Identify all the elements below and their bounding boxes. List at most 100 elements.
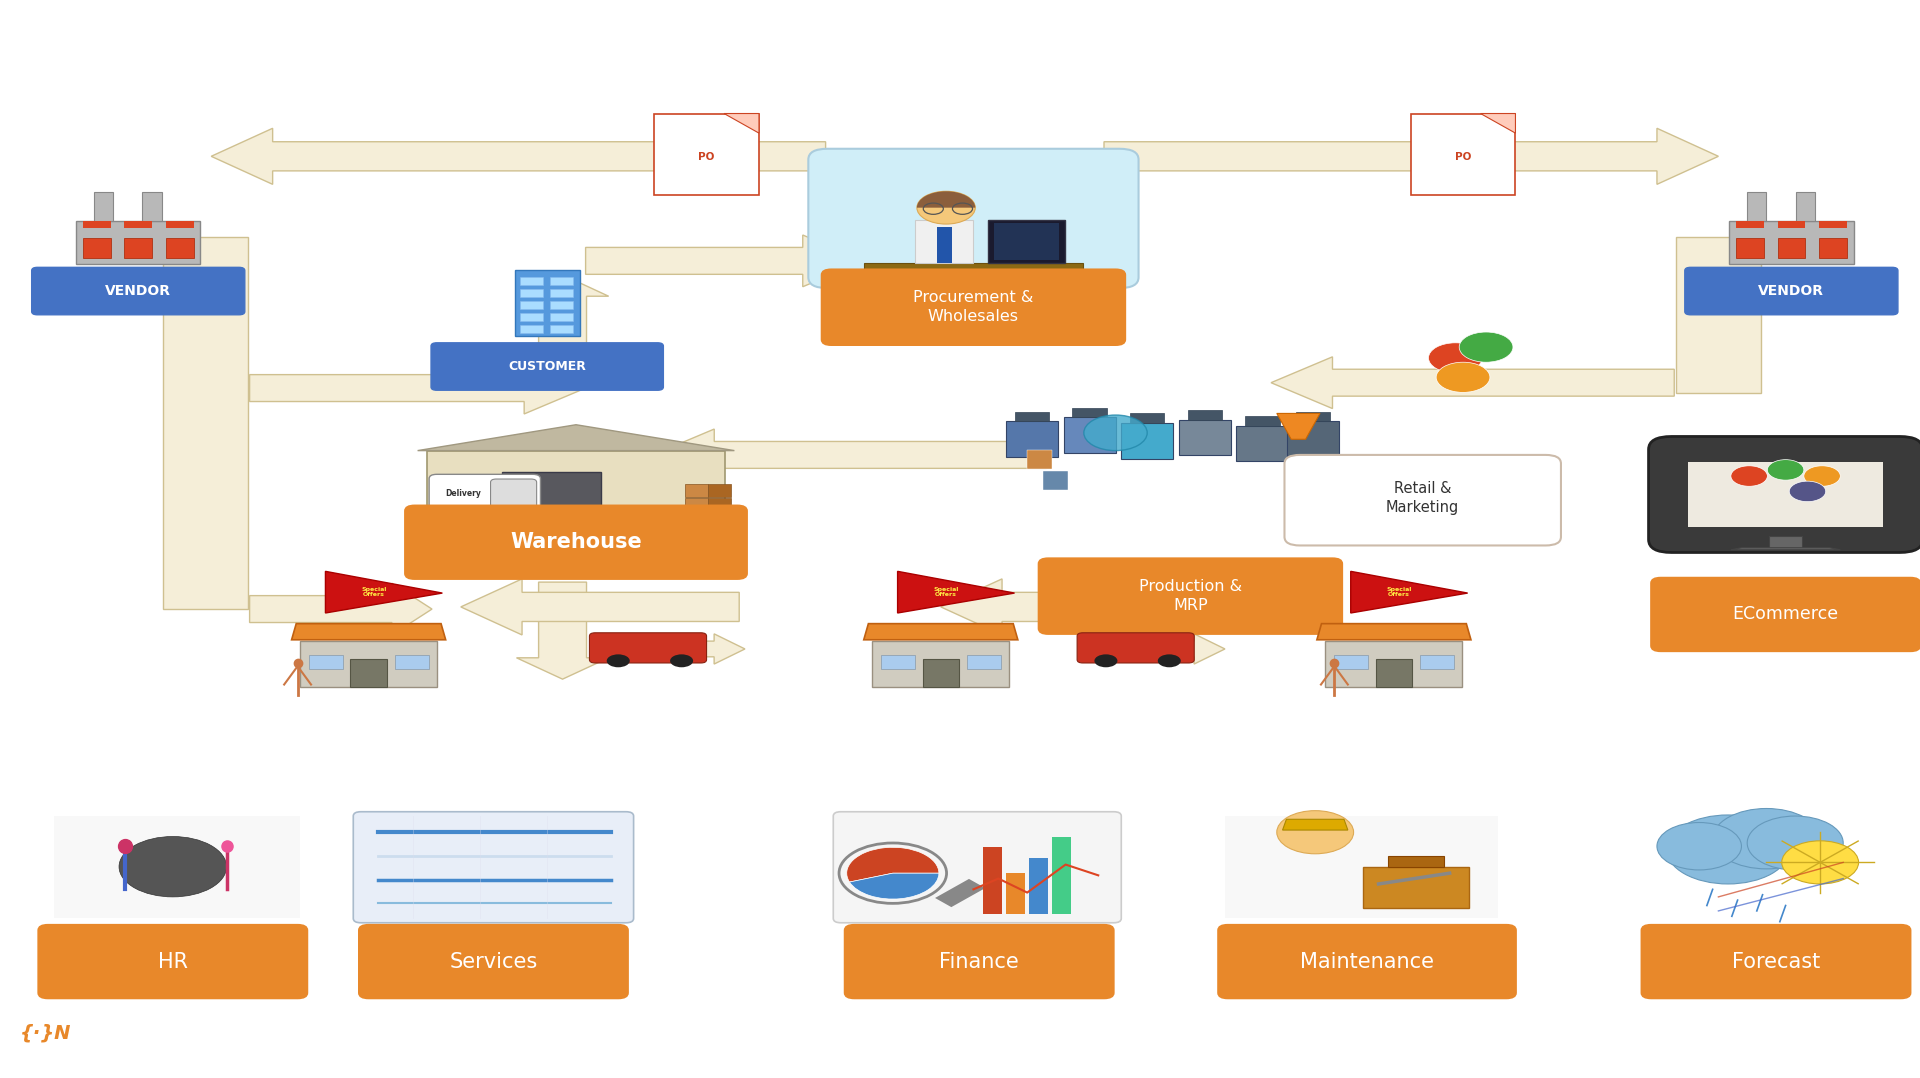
Polygon shape	[1283, 819, 1348, 830]
Text: Services: Services	[449, 952, 538, 971]
Bar	[1225, 816, 1498, 918]
Circle shape	[507, 506, 524, 515]
Circle shape	[1436, 362, 1490, 392]
Bar	[1736, 221, 1764, 229]
Bar	[1747, 192, 1766, 221]
Polygon shape	[250, 362, 586, 414]
Bar	[708, 498, 732, 511]
FancyBboxPatch shape	[845, 925, 1114, 998]
Bar	[1676, 237, 1761, 393]
Text: Maintenance: Maintenance	[1300, 952, 1434, 971]
Text: ECommerce: ECommerce	[1732, 606, 1839, 623]
Bar	[1052, 837, 1071, 914]
Bar	[922, 659, 960, 687]
Circle shape	[1277, 811, 1354, 854]
FancyBboxPatch shape	[38, 925, 307, 998]
FancyBboxPatch shape	[1077, 633, 1194, 663]
Wedge shape	[847, 847, 939, 882]
Text: Warehouse: Warehouse	[511, 533, 641, 552]
Polygon shape	[1480, 113, 1515, 134]
Wedge shape	[849, 873, 939, 899]
Bar	[1421, 654, 1453, 669]
Text: Special
Offers: Special Offers	[933, 586, 958, 597]
Bar	[1363, 867, 1469, 908]
Text: VENDOR: VENDOR	[1759, 285, 1824, 298]
Circle shape	[670, 654, 693, 667]
Text: CUSTOMER: CUSTOMER	[509, 360, 586, 373]
Circle shape	[1782, 841, 1859, 884]
Bar	[1688, 461, 1884, 527]
FancyBboxPatch shape	[405, 506, 747, 579]
FancyBboxPatch shape	[589, 633, 707, 663]
Circle shape	[1805, 466, 1839, 486]
Bar	[142, 192, 161, 221]
Bar	[1014, 412, 1048, 421]
Bar	[94, 192, 113, 221]
FancyBboxPatch shape	[430, 343, 662, 390]
Bar	[968, 654, 1000, 669]
Bar	[993, 223, 1060, 260]
Polygon shape	[586, 235, 864, 287]
FancyBboxPatch shape	[1649, 437, 1920, 552]
Polygon shape	[941, 579, 1219, 635]
Bar	[349, 659, 388, 687]
Bar	[1121, 423, 1173, 459]
FancyBboxPatch shape	[1284, 455, 1561, 545]
Bar	[501, 472, 601, 517]
Circle shape	[440, 506, 459, 515]
FancyBboxPatch shape	[1217, 925, 1517, 998]
Bar	[1187, 411, 1221, 420]
Bar	[426, 451, 724, 517]
Text: Special
Offers: Special Offers	[361, 586, 386, 597]
Bar	[520, 326, 543, 333]
Bar	[54, 816, 300, 918]
Polygon shape	[1104, 128, 1718, 184]
Bar	[125, 221, 152, 229]
Polygon shape	[461, 579, 739, 635]
FancyBboxPatch shape	[1039, 558, 1342, 634]
Bar	[549, 326, 574, 333]
Text: Retail &
Marketing: Retail & Marketing	[1386, 481, 1459, 515]
Circle shape	[1667, 815, 1789, 884]
Bar	[165, 238, 194, 258]
Circle shape	[1768, 459, 1805, 480]
Polygon shape	[250, 583, 432, 635]
Bar	[396, 654, 428, 669]
Bar	[1179, 419, 1231, 455]
Bar	[916, 220, 973, 263]
Polygon shape	[417, 425, 733, 451]
Bar	[935, 879, 985, 907]
Bar	[515, 270, 580, 336]
Text: HR: HR	[157, 952, 188, 971]
Polygon shape	[516, 582, 609, 679]
Bar	[1325, 641, 1463, 687]
Bar	[1818, 221, 1847, 229]
Polygon shape	[1277, 414, 1321, 440]
Circle shape	[607, 654, 630, 667]
Polygon shape	[605, 634, 745, 664]
Bar	[1006, 421, 1058, 457]
FancyBboxPatch shape	[1686, 267, 1897, 315]
Circle shape	[1158, 654, 1181, 667]
FancyBboxPatch shape	[833, 812, 1121, 923]
Bar	[1736, 238, 1764, 258]
Bar	[1006, 873, 1025, 914]
Polygon shape	[1352, 571, 1467, 613]
Bar	[685, 498, 708, 511]
FancyBboxPatch shape	[490, 479, 536, 509]
Circle shape	[1428, 343, 1482, 373]
FancyBboxPatch shape	[359, 925, 628, 998]
Polygon shape	[1732, 548, 1839, 550]
Bar	[549, 289, 574, 298]
Bar	[549, 314, 574, 321]
Circle shape	[1083, 415, 1148, 451]
Bar	[83, 238, 111, 258]
FancyBboxPatch shape	[1642, 925, 1910, 998]
Bar	[989, 220, 1066, 263]
Wedge shape	[918, 191, 975, 208]
Bar	[1795, 192, 1814, 221]
Bar	[520, 277, 543, 286]
Bar	[1778, 238, 1805, 258]
Bar	[549, 302, 574, 309]
Bar	[165, 221, 194, 229]
